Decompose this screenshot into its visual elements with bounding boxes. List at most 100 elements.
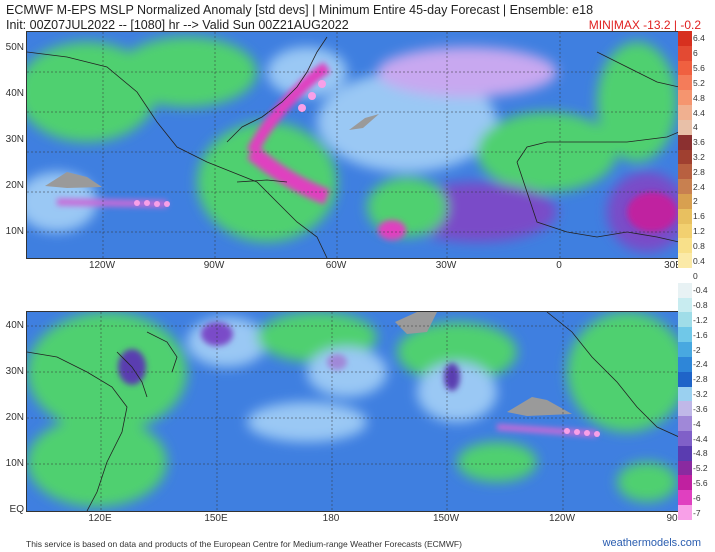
color-scale-label: -2.4	[693, 359, 708, 370]
color-scale-swatch	[678, 416, 692, 431]
anomaly-shading	[27, 312, 679, 507]
color-scale-label: -4.8	[693, 448, 708, 459]
color-scale-swatch	[678, 475, 692, 491]
top-lat-label: 30N	[5, 134, 24, 145]
pacific-map-panel	[26, 311, 680, 512]
bottom-lat-label: 30N	[5, 366, 24, 377]
color-scale-label: -5.6	[693, 477, 708, 488]
bottom-lon-label: 120E	[88, 513, 112, 524]
color-scale-label: 6.4	[693, 33, 705, 44]
color-scale-swatch	[678, 342, 692, 357]
color-scale-label: 1.6	[693, 211, 705, 222]
bottom-lon-label: 180	[322, 513, 340, 524]
color-scale-label: 4.8	[693, 92, 705, 103]
color-scale-swatch	[678, 223, 692, 239]
color-scale-label: -1.2	[693, 314, 708, 325]
title-line-2: Init: 00Z07JUL2022 -- [1080] hr --> Vali…	[6, 18, 349, 32]
color-scale-label: 5.2	[693, 77, 705, 88]
coastlines	[27, 36, 679, 258]
bottom-lon-label: 90	[666, 513, 678, 524]
color-scale-swatch	[678, 401, 692, 417]
color-scale-label: -4.4	[693, 433, 708, 444]
color-scale-label: -5.2	[693, 463, 708, 474]
color-scale-label: 3.6	[693, 137, 705, 148]
color-scale-swatch	[678, 430, 692, 446]
top-lon-label: 30W	[435, 260, 457, 271]
color-scale-label: -4	[693, 418, 701, 429]
color-scale-swatch	[678, 371, 692, 387]
color-scale-label: 4.4	[693, 107, 705, 118]
color-scale-swatch	[678, 45, 692, 61]
top-lon-label: 60W	[325, 260, 347, 271]
color-scale-label: 0.8	[693, 240, 705, 251]
coastlines	[27, 312, 679, 511]
bottom-lon-label: 150E	[204, 513, 228, 524]
color-scale-swatch	[678, 253, 692, 268]
bottom-lon-label: 120W	[548, 513, 576, 524]
storm-tracks	[56, 62, 677, 240]
bottom-lat-label: EQ	[9, 504, 24, 515]
top-lon-label: 30E	[664, 260, 682, 271]
color-scale-label: 2.8	[693, 166, 705, 177]
color-scale-label: 2	[693, 196, 698, 207]
color-scale-label: -0.8	[693, 300, 708, 311]
color-scale-swatch	[678, 60, 692, 76]
color-scale-label: 0	[693, 270, 698, 281]
pacific-map-field	[27, 312, 679, 511]
top-lon-label: 90W	[203, 260, 225, 271]
bottom-lat-label: 10N	[5, 458, 24, 469]
color-scale-label: 2.4	[693, 181, 705, 192]
color-scale-swatch	[678, 164, 692, 180]
color-scale-swatch	[678, 312, 692, 328]
color-scale-bar	[678, 31, 692, 520]
storm-track-dots	[564, 428, 600, 437]
color-scale-swatch	[678, 105, 692, 120]
color-scale-swatch	[678, 238, 692, 254]
color-scale-swatch	[678, 505, 692, 520]
color-scale-swatch	[678, 119, 692, 135]
color-scale-swatch	[678, 149, 692, 165]
color-scale-swatch	[678, 327, 692, 343]
color-scale-swatch	[678, 460, 692, 476]
title-line-1: ECMWF M-EPS MSLP Normalized Anomaly [std…	[6, 3, 594, 17]
color-scale-swatch	[678, 282, 692, 298]
color-scale-swatch	[678, 445, 692, 461]
top-lon-label: 0	[556, 260, 562, 271]
atlantic-map-panel	[26, 31, 680, 259]
color-scale-swatch	[678, 134, 692, 150]
top-lat-label: 20N	[5, 180, 24, 191]
color-scale-swatch	[678, 297, 692, 313]
color-scale-swatch	[678, 386, 692, 402]
bottom-lon-label: 150W	[432, 513, 460, 524]
color-scale-label: 0.4	[693, 255, 705, 266]
color-scale-swatch	[678, 179, 692, 194]
color-scale-label: 3.2	[693, 151, 705, 162]
bottom-lat-label: 40N	[5, 320, 24, 331]
min-max-readout: MIN|MAX -13.2 | -0.2	[588, 18, 701, 32]
color-scale-swatch	[678, 490, 692, 505]
brand-link[interactable]: weathermodels.com	[602, 537, 701, 549]
top-lat-label: 50N	[5, 42, 24, 53]
color-scale-swatch	[678, 193, 692, 209]
gridlines	[27, 312, 679, 511]
color-scale-label: 1.2	[693, 226, 705, 237]
color-scale-label: -1.6	[693, 329, 708, 340]
storm-track-dots	[134, 80, 326, 207]
color-scale-swatch	[678, 75, 692, 91]
color-scale-label: -3.6	[693, 403, 708, 414]
atlantic-map-field	[27, 32, 679, 258]
map-title: ECMWF M-EPS MSLP Normalized Anomaly [std…	[6, 3, 593, 33]
color-scale-label: 5.6	[693, 63, 705, 74]
color-scale-label: 6	[693, 48, 698, 59]
color-scale-swatch	[678, 208, 692, 224]
color-scale-swatch	[678, 31, 692, 46]
top-lon-label: 120W	[88, 260, 116, 271]
color-scale-label: -0.4	[693, 285, 708, 296]
color-scale-label: 4	[693, 122, 698, 133]
color-scale-label: -3.2	[693, 389, 708, 400]
no-data-land	[395, 312, 572, 416]
color-scale-swatch	[678, 90, 692, 106]
data-attribution: This service is based on data and produc…	[26, 539, 462, 549]
color-scale-label: -2	[693, 344, 701, 355]
color-scale-swatch	[678, 356, 692, 372]
